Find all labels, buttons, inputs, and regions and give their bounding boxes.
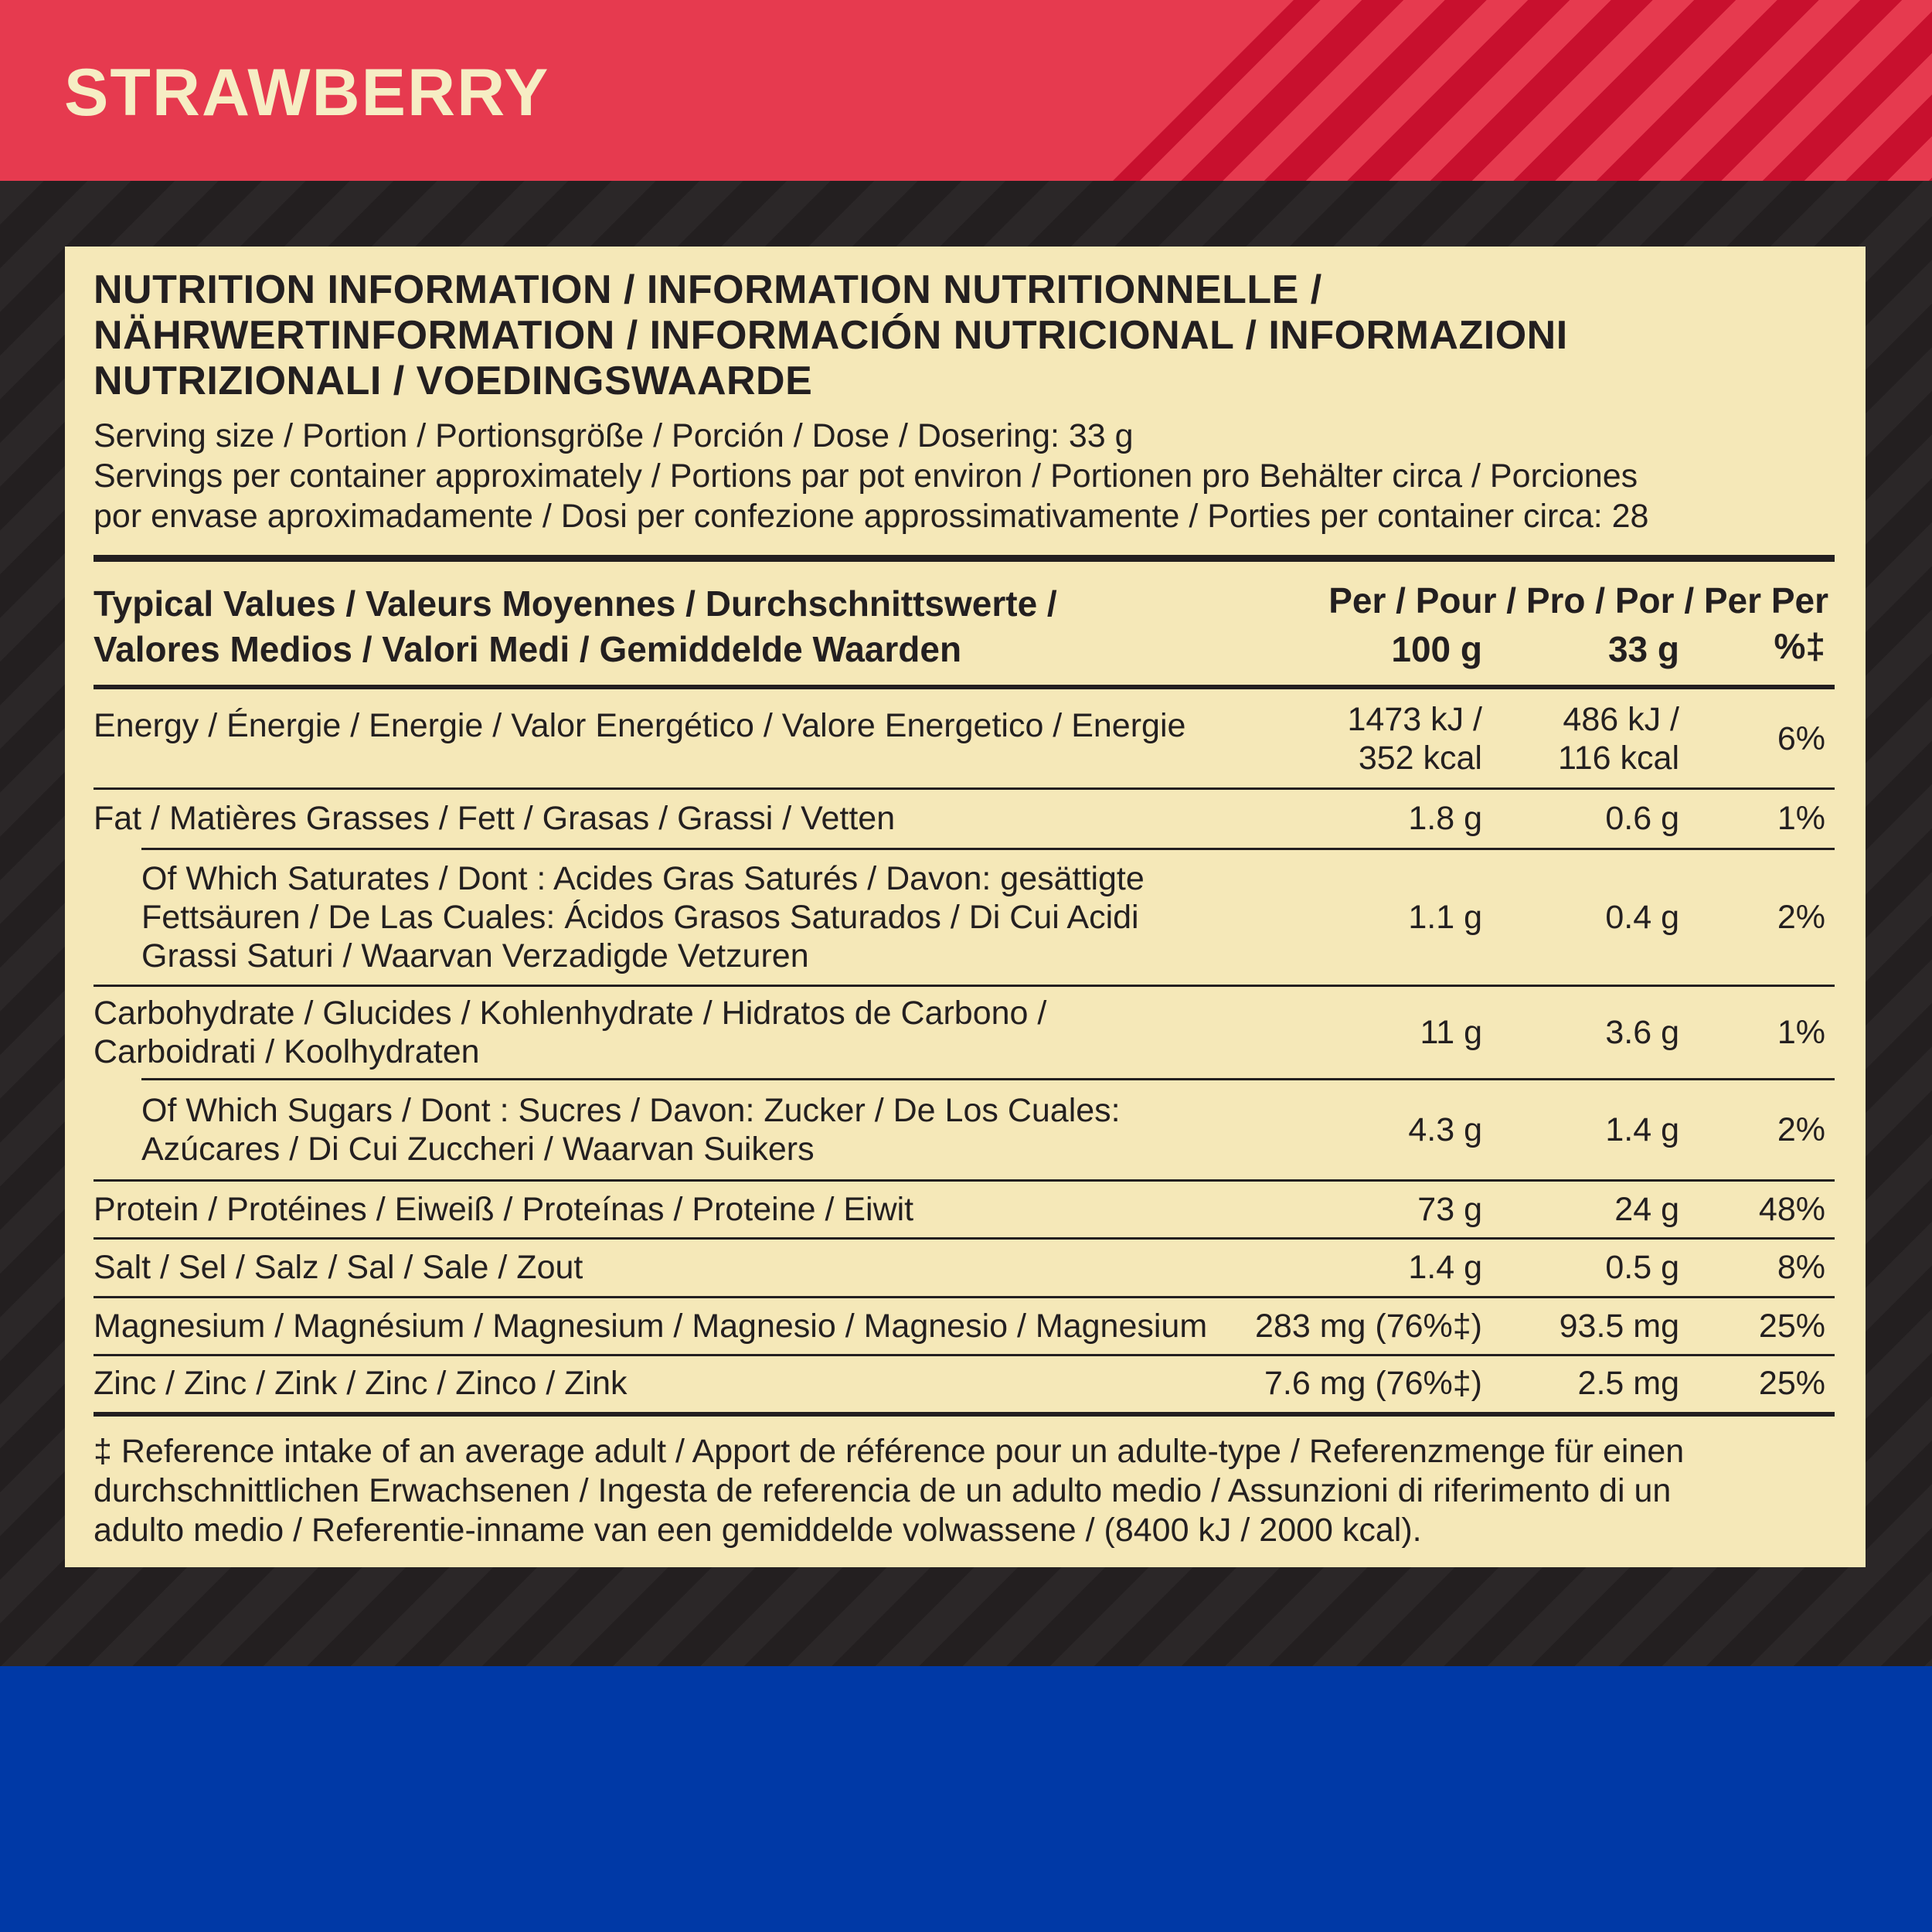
row-value: 73 g	[1417, 1190, 1482, 1228]
banner-stripes	[1113, 0, 1932, 181]
row-value: 116 kcal	[1558, 740, 1679, 777]
row-label: Azúcares / Di Cui Zuccheri / Waarvan Sui…	[141, 1130, 815, 1168]
row-value: 48%	[1758, 1190, 1825, 1228]
row-label: Magnesium / Magnésium / Magnesium / Magn…	[94, 1307, 1208, 1345]
column-header: Per / Pour / Pro / Por / Per Per	[1328, 580, 1828, 621]
row-value: 1.4 g	[1605, 1111, 1679, 1148]
rule	[141, 1078, 1835, 1080]
heading-line: NÄHRWERTINFORMATION / INFORMACIÓN NUTRIC…	[94, 313, 1568, 358]
row-value: 7.6 mg (76%‡)	[1264, 1365, 1482, 1402]
row-label: Fettsäuren / De Las Cuales: Ácidos Graso…	[141, 898, 1139, 936]
row-value: 2.5 mg	[1577, 1365, 1679, 1402]
row-label: Salt / Sel / Salz / Sal / Sale / Zout	[94, 1249, 583, 1286]
row-value: 1.4 g	[1408, 1249, 1482, 1286]
row-value: 8%	[1777, 1249, 1825, 1286]
row-value: 2%	[1777, 898, 1825, 936]
row-value: 0.6 g	[1605, 800, 1679, 837]
rule	[94, 1412, 1835, 1417]
footnote-line: durchschnittlichen Erwachsenen / Ingesta…	[94, 1472, 1672, 1509]
row-value: 93.5 mg	[1559, 1307, 1679, 1345]
row-value: 283 mg (76%‡)	[1255, 1307, 1482, 1345]
heading-line: NUTRITION INFORMATION / INFORMATION NUTR…	[94, 267, 1322, 312]
heading-line: NUTRIZIONALI / VOEDINGSWAARDE	[94, 359, 813, 403]
row-value: 24 g	[1614, 1190, 1679, 1228]
footnote-line: adulto medio / Referentie-inname van een…	[94, 1512, 1422, 1549]
row-value: 4.3 g	[1408, 1111, 1482, 1148]
row-value: 1.8 g	[1408, 800, 1482, 837]
flavor-title: STRAWBERRY	[64, 56, 550, 130]
serving-line: Serving size / Portion / Portionsgröße /…	[94, 417, 1134, 454]
row-value: 1%	[1777, 800, 1825, 837]
row-label: Grassi Saturi / Waarvan Verzadigde Vetzu…	[141, 937, 809, 975]
rule	[94, 1354, 1835, 1356]
column-header: 33 g	[1607, 629, 1679, 669]
row-label: Energy / Énergie / Energie / Valor Energ…	[94, 707, 1186, 744]
rule	[94, 555, 1835, 562]
rule	[94, 985, 1835, 987]
row-value: 11 g	[1420, 1013, 1483, 1051]
row-label: Carbohydrate / Glucides / Kohlenhydrate …	[94, 994, 1047, 1032]
nutrition-panel	[65, 247, 1866, 1567]
row-value: 25%	[1758, 1307, 1825, 1345]
rule	[141, 848, 1835, 850]
rule	[94, 685, 1835, 689]
rule	[94, 787, 1835, 790]
serving-line: Servings per container approximately / P…	[94, 457, 1638, 495]
row-label: Of Which Saturates / Dont : Acides Gras …	[141, 859, 1145, 897]
flavor-banner: STRAWBERRY	[0, 0, 1932, 181]
row-label: Of Which Sugars / Dont : Sucres / Davon:…	[141, 1091, 1121, 1129]
rule	[94, 1296, 1835, 1298]
row-value: 0.5 g	[1605, 1249, 1679, 1286]
row-value: 6%	[1777, 720, 1825, 757]
rule	[94, 1179, 1835, 1182]
serving-line: por envase aproximadamente / Dosi per co…	[94, 498, 1649, 535]
row-label: Protein / Protéines / Eiweiß / Proteínas…	[94, 1190, 914, 1228]
row-value: 352 kcal	[1358, 740, 1482, 777]
row-value: 1473 kJ /	[1347, 701, 1483, 738]
footer-band	[0, 1666, 1932, 1932]
column-header: Valores Medios / Valori Medi / Gemiddeld…	[94, 629, 962, 669]
row-value: 486 kJ /	[1563, 701, 1679, 738]
row-value: 0.4 g	[1605, 898, 1679, 936]
row-label: Fat / Matières Grasses / Fett / Grasas /…	[94, 800, 896, 837]
row-value: 2%	[1777, 1111, 1825, 1148]
row-value: 1.1 g	[1408, 898, 1482, 936]
footnote-line: ‡ Reference intake of an average adult /…	[94, 1433, 1685, 1470]
column-header: 100 g	[1391, 629, 1482, 669]
row-value: 25%	[1758, 1365, 1825, 1402]
column-header: Typical Values / Valeurs Moyennes / Durc…	[94, 583, 1057, 624]
row-label: Zinc / Zinc / Zink / Zinc / Zinco / Zink	[94, 1365, 628, 1402]
column-header: %‡	[1774, 626, 1825, 666]
row-value: 3.6 g	[1605, 1013, 1679, 1051]
rule	[94, 1237, 1835, 1240]
row-label: Carboidrati / Koolhydraten	[94, 1032, 480, 1070]
row-value: 1%	[1777, 1013, 1825, 1051]
